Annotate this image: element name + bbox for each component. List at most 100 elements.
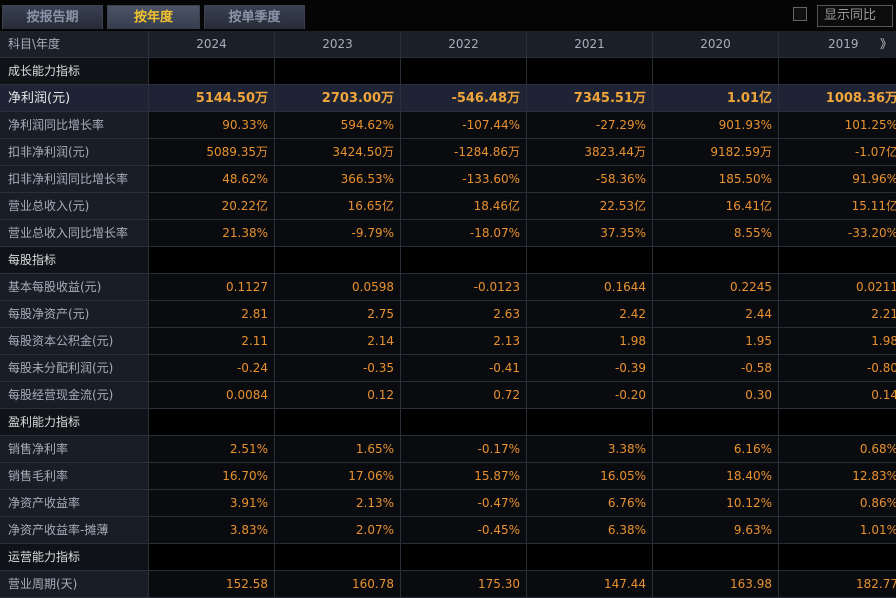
value-cell: 0.86% [779,490,896,517]
value-cell: 18.46亿 [401,193,527,220]
value-cell: 0.30 [653,382,779,409]
row-label: 营业总收入同比增长率 [0,220,149,247]
empty-cell [401,544,527,571]
value-cell: 6.38% [527,517,653,544]
value-cell: 15.87% [401,463,527,490]
value-cell: -107.44% [401,112,527,139]
empty-cell [527,247,653,274]
value-cell: -1284.86万 [401,139,527,166]
table-row[interactable]: 营业总收入(元) 20.22亿 16.65亿 18.46亿 22.53亿 16.41亿 15… [0,193,896,220]
row-label: 净资产收益率 [0,490,149,517]
value-cell: 0.0598 [275,274,401,301]
row-label: 营业总收入(元) [0,193,149,220]
empty-cell [779,544,896,571]
value-cell: 17.06% [275,463,401,490]
empty-cell [149,247,275,274]
header-year[interactable]: 2022 [401,31,527,58]
header-year[interactable]: 2021 [527,31,653,58]
table-row[interactable]: 营业总收入同比增长率 21.38% -9.79% -18.07% 37.35% 8.55%… [0,220,896,247]
header-year[interactable]: 2023 [275,31,401,58]
value-cell: 2.75 [275,301,401,328]
table-row[interactable]: 销售毛利率 16.70% 17.06% 15.87% 16.05% 18.40% 12.83… [0,463,896,490]
empty-cell [149,58,275,85]
value-cell: 16.70% [149,463,275,490]
empty-cell [149,409,275,436]
yoy-checkbox[interactable] [793,7,807,21]
value-cell: 0.1127 [149,274,275,301]
value-cell: 0.12 [275,382,401,409]
tab-by-single-quarter[interactable]: 按单季度 [204,5,305,29]
table-row[interactable]: 销售净利率 2.51% 1.65% -0.17% 3.38% 6.16% 0.68% [0,436,896,463]
value-cell: 3.38% [527,436,653,463]
value-cell: 0.2245 [653,274,779,301]
value-cell: -0.35 [275,355,401,382]
empty-cell [527,409,653,436]
row-label: 销售毛利率 [0,463,149,490]
empty-cell [275,409,401,436]
value-cell: 16.65亿 [275,193,401,220]
section-title: 盈利能力指标 [0,409,149,436]
empty-cell [275,544,401,571]
value-cell: 6.16% [653,436,779,463]
table-row[interactable]: 每股经营现金流(元) 0.0084 0.12 0.72 -0.20 0.30 0.14 [0,382,896,409]
value-cell: 1.65% [275,436,401,463]
empty-cell [275,58,401,85]
table-row[interactable]: 净利润(元) 5144.50万 2703.00万 -546.48万 7345.51万 1.… [0,85,896,112]
row-label: 扣非净利润同比增长率 [0,166,149,193]
table-row[interactable]: 每股净资产(元) 2.81 2.75 2.63 2.42 2.44 2.21 [0,301,896,328]
empty-cell [149,544,275,571]
table-row[interactable]: 净利润同比增长率 90.33% 594.62% -107.44% -27.29% 901.… [0,112,896,139]
table-row[interactable]: 扣非净利润同比增长率 48.62% 366.53% -133.60% -58.36% 18… [0,166,896,193]
value-cell: 2.21 [779,301,896,328]
more-columns-icon[interactable]: 》 [880,31,896,58]
value-cell: -0.17% [401,436,527,463]
empty-cell [653,58,779,85]
value-cell: 37.35% [527,220,653,247]
header-year[interactable]: 2019 [779,31,896,58]
empty-cell [401,58,527,85]
table-header-row: 科目\年度 2024 2023 2022 2021 2020 2019 》 [0,31,896,58]
value-cell: 0.0211 [779,274,896,301]
value-cell: 16.05% [527,463,653,490]
table-row[interactable]: 净资产收益率-摊薄 3.83% 2.07% -0.45% 6.38% 9.63% 1.01% [0,517,896,544]
value-cell: -0.45% [401,517,527,544]
table-row[interactable]: 每股资本公积金(元) 2.11 2.14 2.13 1.98 1.95 1.98 [0,328,896,355]
value-cell: 18.40% [653,463,779,490]
header-subject-year-label: 科目\年度 [0,31,149,58]
value-cell: 15.11亿 [779,193,896,220]
header-year[interactable]: 2020 [653,31,779,58]
value-cell: 1.98 [527,328,653,355]
header-year[interactable]: 2024 [149,31,275,58]
value-cell: 0.0084 [149,382,275,409]
value-cell: -33.20% [779,220,896,247]
value-cell: -0.58 [653,355,779,382]
value-cell: 1008.36万 [779,85,896,112]
value-cell: 2.14 [275,328,401,355]
row-label: 销售净利率 [0,436,149,463]
value-cell: 594.62% [275,112,401,139]
value-cell: 2.42 [527,301,653,328]
row-label: 扣非净利润(元) [0,139,149,166]
show-yoy-button[interactable]: 显示同比 [817,5,893,27]
value-cell: 0.72 [401,382,527,409]
section-header-row: 运营能力指标 [0,544,896,571]
tab-by-year[interactable]: 按年度 [107,5,200,29]
value-cell: -0.80 [779,355,896,382]
value-cell: 9.63% [653,517,779,544]
value-cell: 2.44 [653,301,779,328]
value-cell: 3823.44万 [527,139,653,166]
row-label: 每股经营现金流(元) [0,382,149,409]
value-cell: -0.39 [527,355,653,382]
tab-by-report-period[interactable]: 按报告期 [2,5,103,29]
table-row[interactable]: 净资产收益率 3.91% 2.13% -0.47% 6.76% 10.12% 0.86% [0,490,896,517]
value-cell: 1.98 [779,328,896,355]
table-row[interactable]: 每股未分配利润(元) -0.24 -0.35 -0.41 -0.39 -0.58 -0.80 [0,355,896,382]
empty-cell [653,247,779,274]
table-row[interactable]: 扣非净利润(元) 5089.35万 3424.50万 -1284.86万 3823.44… [0,139,896,166]
empty-cell [275,247,401,274]
value-cell: -9.79% [275,220,401,247]
value-cell: 90.33% [149,112,275,139]
row-label: 每股净资产(元) [0,301,149,328]
row-label: 每股资本公积金(元) [0,328,149,355]
table-row[interactable]: 基本每股收益(元) 0.1127 0.0598 -0.0123 0.1644 0.2245… [0,274,896,301]
